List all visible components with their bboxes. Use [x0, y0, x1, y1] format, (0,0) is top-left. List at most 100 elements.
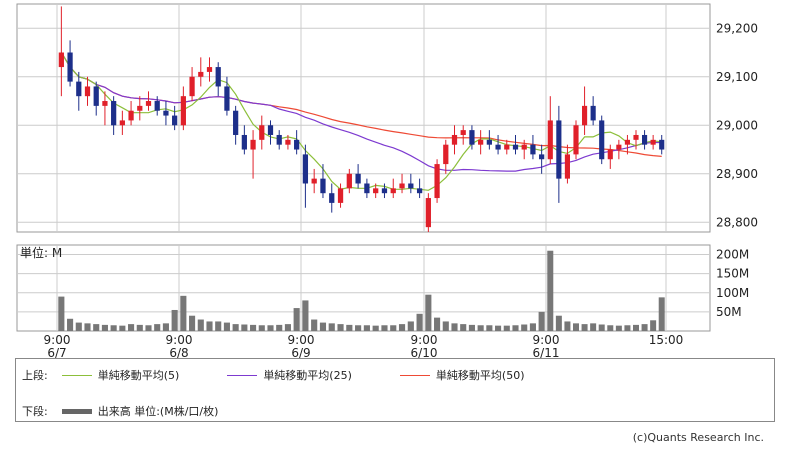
candle-body — [180, 96, 186, 126]
candle-body — [650, 139, 656, 145]
volume-bar — [633, 324, 639, 331]
x-tick-date: 6/7 — [47, 346, 66, 358]
candle-body — [408, 183, 414, 189]
volume-bar — [162, 323, 169, 331]
candle-body — [128, 110, 134, 121]
candle-body — [206, 67, 213, 72]
candle-body — [276, 134, 282, 145]
legend-lower-label: 下段: — [22, 405, 48, 418]
volume-bar — [197, 319, 204, 331]
candle-body — [495, 144, 501, 150]
candle-body — [564, 154, 570, 179]
volume-bar — [607, 325, 614, 331]
volume-bar — [495, 325, 502, 331]
candle-body — [250, 139, 256, 150]
volume-bar — [407, 321, 414, 331]
candle-body — [311, 178, 317, 184]
volume-bar — [232, 324, 239, 331]
candle-body — [443, 144, 449, 165]
candle-body — [267, 125, 274, 135]
ma25-line — [60, 52, 662, 172]
candle-body — [451, 134, 458, 145]
volume-bar — [189, 315, 196, 331]
candle-body — [590, 105, 596, 121]
candle-body — [163, 110, 169, 116]
legend-volume: 出来高 単位:(M株/口/枚) — [48, 403, 218, 419]
volume-bar — [503, 325, 510, 331]
volume-bar — [110, 325, 117, 331]
volume-bar — [128, 324, 135, 331]
volume-bar — [171, 309, 178, 331]
x-tick-time: 9:00 — [44, 333, 71, 347]
x-tick-time: 9:00 — [288, 333, 315, 347]
candle-body — [390, 188, 396, 194]
volume-bar — [215, 321, 222, 331]
candle-body — [624, 139, 630, 145]
candle-body — [329, 193, 335, 203]
legend-lower-row: 下段: 出来高 単位:(M株/口/枚) — [22, 403, 252, 419]
volume-bar — [58, 296, 65, 331]
candle-body — [556, 120, 562, 179]
legend-ma5: 単純移動平均(5) — [48, 367, 180, 383]
copyright: (c)Quants Research Inc. — [632, 431, 764, 444]
candle-body — [215, 67, 221, 87]
legend-upper-row: 上段: 単純移動平均(5) 単純移動平均(25) 単純移動平均(50) — [22, 367, 559, 383]
price-tick-label: 29,000 — [716, 118, 758, 132]
volume-bar — [293, 308, 300, 331]
ma5-line — [60, 52, 662, 191]
price-tick-label: 28,900 — [716, 167, 758, 181]
candle-body — [599, 120, 605, 160]
volume-bar — [328, 323, 335, 331]
volume-bar — [564, 321, 571, 331]
volume-bar — [434, 317, 441, 331]
legend-ma50-label: 単純移動平均(50) — [435, 369, 525, 382]
volume-bar — [416, 313, 423, 331]
candle-body — [119, 120, 125, 126]
candle-body — [607, 149, 613, 160]
volume-tick-label: 150M — [716, 267, 749, 281]
volume-bar — [573, 323, 579, 331]
legend-ma5-label: 単純移動平均(5) — [97, 369, 180, 382]
candle-body — [512, 144, 519, 150]
volume-bar — [154, 324, 161, 331]
volume-bar — [355, 325, 362, 331]
volume-tick-label: 100M — [716, 286, 749, 300]
volume-bar — [346, 324, 353, 331]
volume-bar — [477, 325, 484, 331]
candle-body — [58, 52, 64, 68]
volume-unit-label: 単位: M — [20, 245, 62, 260]
legend-ma50: 単純移動平均(50) — [386, 367, 525, 383]
price-tick-label: 29,200 — [716, 21, 758, 35]
candle-body — [346, 173, 352, 189]
volume-bar — [311, 319, 318, 331]
volume-panel — [16, 244, 711, 332]
volume-bar — [390, 325, 397, 331]
candle-body — [233, 110, 239, 135]
candle-body — [93, 86, 99, 106]
volume-bar — [276, 324, 283, 331]
candle-body — [84, 86, 91, 97]
volume-bar — [258, 325, 265, 331]
price-tick-label: 29,100 — [716, 70, 758, 84]
volume-bar — [590, 323, 597, 331]
candle-body — [355, 173, 361, 184]
volume-bar — [624, 325, 631, 331]
candle-body — [659, 139, 665, 150]
legend-upper-label: 上段: — [22, 369, 48, 382]
volume-bar — [615, 325, 622, 331]
volume-bar — [442, 321, 449, 331]
volume-tick-label: 50M — [716, 305, 742, 319]
volume-bar — [598, 324, 605, 331]
volume-bar — [529, 323, 536, 331]
volume-bar — [101, 324, 108, 331]
candle-body — [154, 101, 160, 111]
volume-bar — [658, 297, 665, 331]
candle-body — [145, 101, 152, 106]
volume-bar — [460, 324, 467, 331]
candle-body — [416, 188, 423, 194]
candle-body — [642, 134, 648, 145]
volume-bar — [206, 321, 213, 331]
x-tick-date: 6/8 — [169, 346, 188, 358]
volume-bar — [284, 324, 291, 331]
volume-bar — [145, 325, 152, 331]
